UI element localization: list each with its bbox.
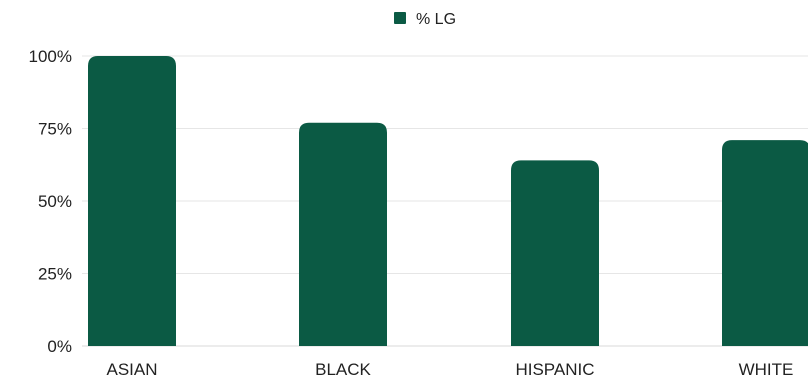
y-tick-label: 0% bbox=[47, 337, 72, 356]
x-tick-label-hispanic: HISPANIC bbox=[515, 360, 594, 379]
x-tick-label-white: WHITE bbox=[739, 360, 794, 379]
gridlines bbox=[82, 55, 808, 347]
legend-label: % LG bbox=[416, 11, 456, 28]
x-axis: ASIAN BLACK HISPANIC WHITE bbox=[106, 360, 793, 379]
bar-black bbox=[299, 122, 387, 346]
legend-swatch bbox=[394, 12, 406, 24]
bar-asian bbox=[88, 56, 176, 346]
bar-white bbox=[722, 140, 808, 346]
y-axis: 0% 25% 50% 75% 100% bbox=[29, 47, 72, 356]
y-tick-label: 50% bbox=[38, 192, 72, 211]
x-tick-label-asian: ASIAN bbox=[106, 360, 157, 379]
y-tick-label: 100% bbox=[29, 47, 72, 66]
legend: % LG bbox=[394, 11, 456, 28]
y-tick-label: 25% bbox=[38, 265, 72, 284]
bar-hispanic bbox=[511, 160, 599, 346]
bars bbox=[88, 56, 808, 346]
x-tick-label-black: BLACK bbox=[315, 360, 371, 379]
y-tick-label: 75% bbox=[38, 120, 72, 139]
